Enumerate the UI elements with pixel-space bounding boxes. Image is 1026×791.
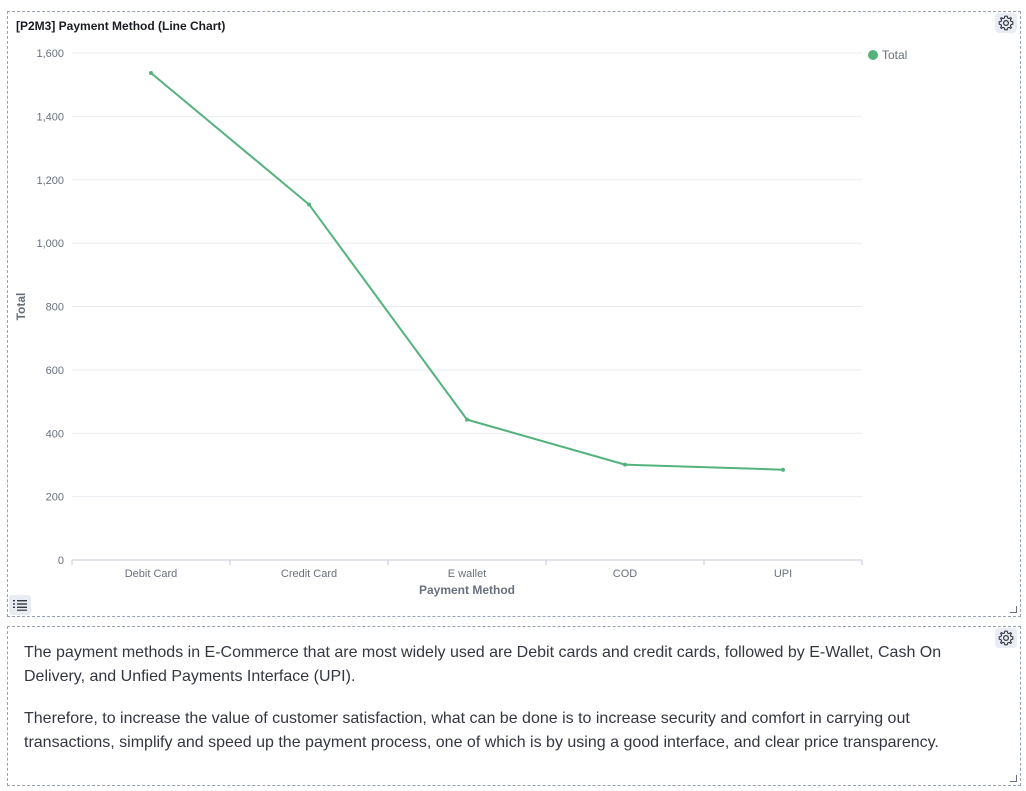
x-tick-label: Debit Card xyxy=(125,568,178,580)
data-point xyxy=(781,467,785,472)
y-tick-label: 0 xyxy=(58,555,64,567)
y-tick-label: 800 xyxy=(46,302,64,314)
x-tick-label: E wallet xyxy=(448,568,487,580)
data-point xyxy=(307,202,311,207)
resize-handle-icon[interactable] xyxy=(1010,775,1017,782)
markdown-panel: The payment methods in E-Commerce that a… xyxy=(7,626,1021,786)
legend-label: Total xyxy=(882,48,907,62)
x-axis-title: Payment Method xyxy=(419,583,515,597)
y-tick-label: 1,400 xyxy=(36,111,64,123)
chart-panel: [P2M3] Payment Method (Line Chart) 0 200 4… xyxy=(7,11,1021,617)
y-tick-label: 400 xyxy=(46,428,64,440)
series-line-total xyxy=(150,72,784,471)
resize-handle-icon[interactable] xyxy=(1010,606,1017,613)
y-tick-label: 600 xyxy=(46,365,64,377)
paragraph-1: The payment methods in E-Commerce that a… xyxy=(24,644,942,685)
data-point xyxy=(149,70,153,75)
legend-swatch xyxy=(868,50,878,60)
x-tick-label: UPI xyxy=(774,568,792,580)
y-tick-label: 1,200 xyxy=(36,175,64,187)
toggle-legend-button[interactable] xyxy=(9,595,31,615)
gear-icon xyxy=(998,630,1014,646)
list-icon xyxy=(13,600,27,611)
y-tick-label: 1,600 xyxy=(36,48,64,60)
y-axis-title: Total xyxy=(14,293,28,321)
y-tick-label: 200 xyxy=(46,492,64,504)
markdown-content: The payment methods in E-Commerce that a… xyxy=(24,641,1000,773)
chart-panel-options-button[interactable] xyxy=(995,13,1017,33)
x-tick-label: Credit Card xyxy=(281,568,337,580)
x-tick-label: COD xyxy=(613,568,638,580)
data-point xyxy=(623,462,627,467)
y-tick-label: 1,000 xyxy=(36,238,64,250)
line-chart: 0 200 400 600 800 1,000 1,200 1,400 1,600 Debit C… xyxy=(14,48,907,597)
text-panel-options-button[interactable] xyxy=(995,628,1017,648)
data-point xyxy=(465,417,469,422)
paragraph-2: Therefore, to increase the value of cust… xyxy=(24,710,939,751)
gear-icon xyxy=(998,15,1014,31)
chart-title: [P2M3] Payment Method (Line Chart) xyxy=(16,19,226,33)
